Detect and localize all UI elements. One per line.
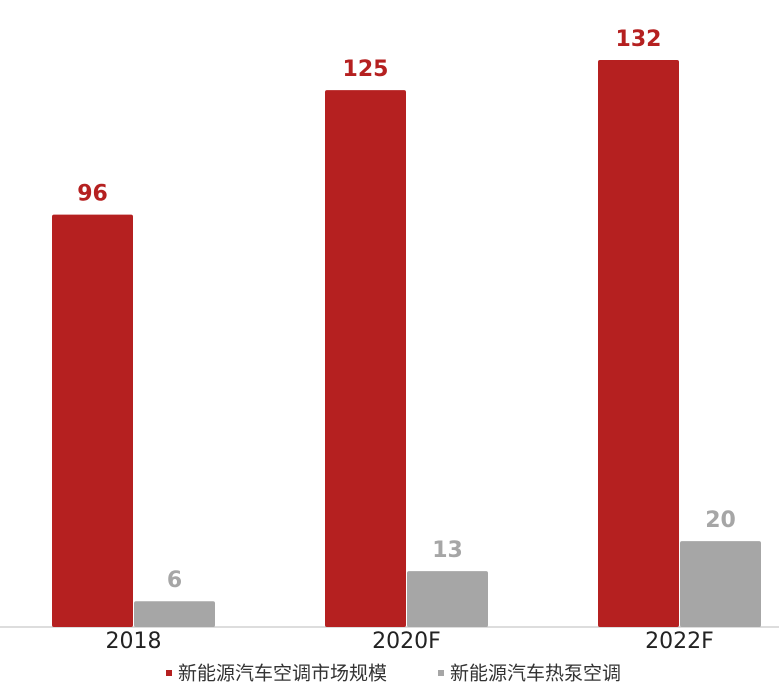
- value-label: 6: [167, 568, 182, 593]
- x-tick-label: 2022F: [645, 629, 714, 654]
- legend-swatch: [438, 670, 444, 676]
- value-label: 96: [77, 182, 108, 207]
- x-tick-label: 2018: [106, 629, 162, 654]
- value-label: 13: [432, 538, 463, 563]
- legend-label: 新能源汽车空调市场规模: [178, 663, 387, 685]
- value-label: 132: [616, 27, 662, 52]
- bar: [325, 90, 406, 628]
- value-label: 125: [343, 57, 389, 82]
- bar: [407, 571, 488, 627]
- legend-swatch: [166, 670, 172, 676]
- bar: [680, 541, 761, 627]
- bar: [598, 60, 679, 627]
- value-label: 20: [705, 508, 736, 533]
- x-tick-label: 2020F: [372, 629, 441, 654]
- legend-label: 新能源汽车热泵空调: [450, 663, 621, 685]
- bar: [52, 214, 133, 628]
- bar: [134, 601, 215, 627]
